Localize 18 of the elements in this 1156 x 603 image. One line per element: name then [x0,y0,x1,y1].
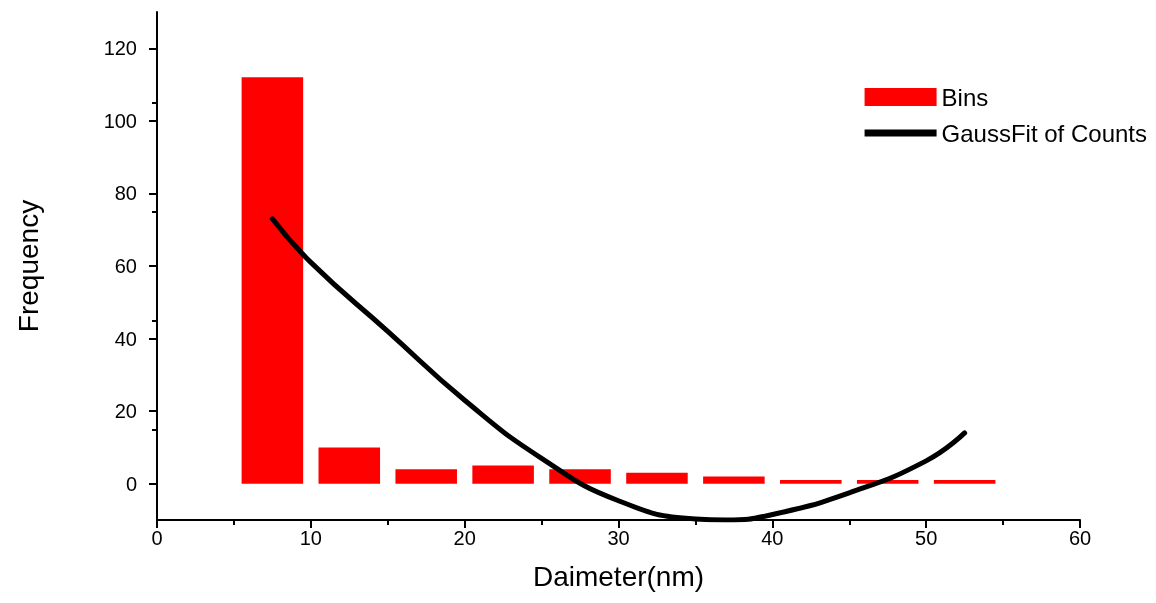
x-tick-label: 40 [761,527,784,549]
y-tick-label: 60 [114,255,137,277]
x-axis-title: Daimeter(nm) [532,560,705,592]
y-tick-label: 0 [125,472,137,495]
y-tick-label: 80 [114,182,137,205]
y-tick-label: 40 [114,327,137,350]
x-tick-label: 10 [299,527,322,549]
legend-label: GaussFit of Counts [941,119,1147,147]
x-tick-label: 50 [915,527,938,549]
y-tick-label: 20 [114,400,137,423]
legend-label: Bins [941,83,989,111]
y-tick-label: 100 [103,109,137,132]
x-tick-label: 60 [1068,527,1092,549]
x-tick-label: 20 [453,527,476,549]
y-tick-label: 120 [103,37,137,60]
x-tick-label: 0 [151,527,163,549]
x-tick-label: 30 [607,527,630,549]
y-axis-title: Frequency [12,199,44,333]
